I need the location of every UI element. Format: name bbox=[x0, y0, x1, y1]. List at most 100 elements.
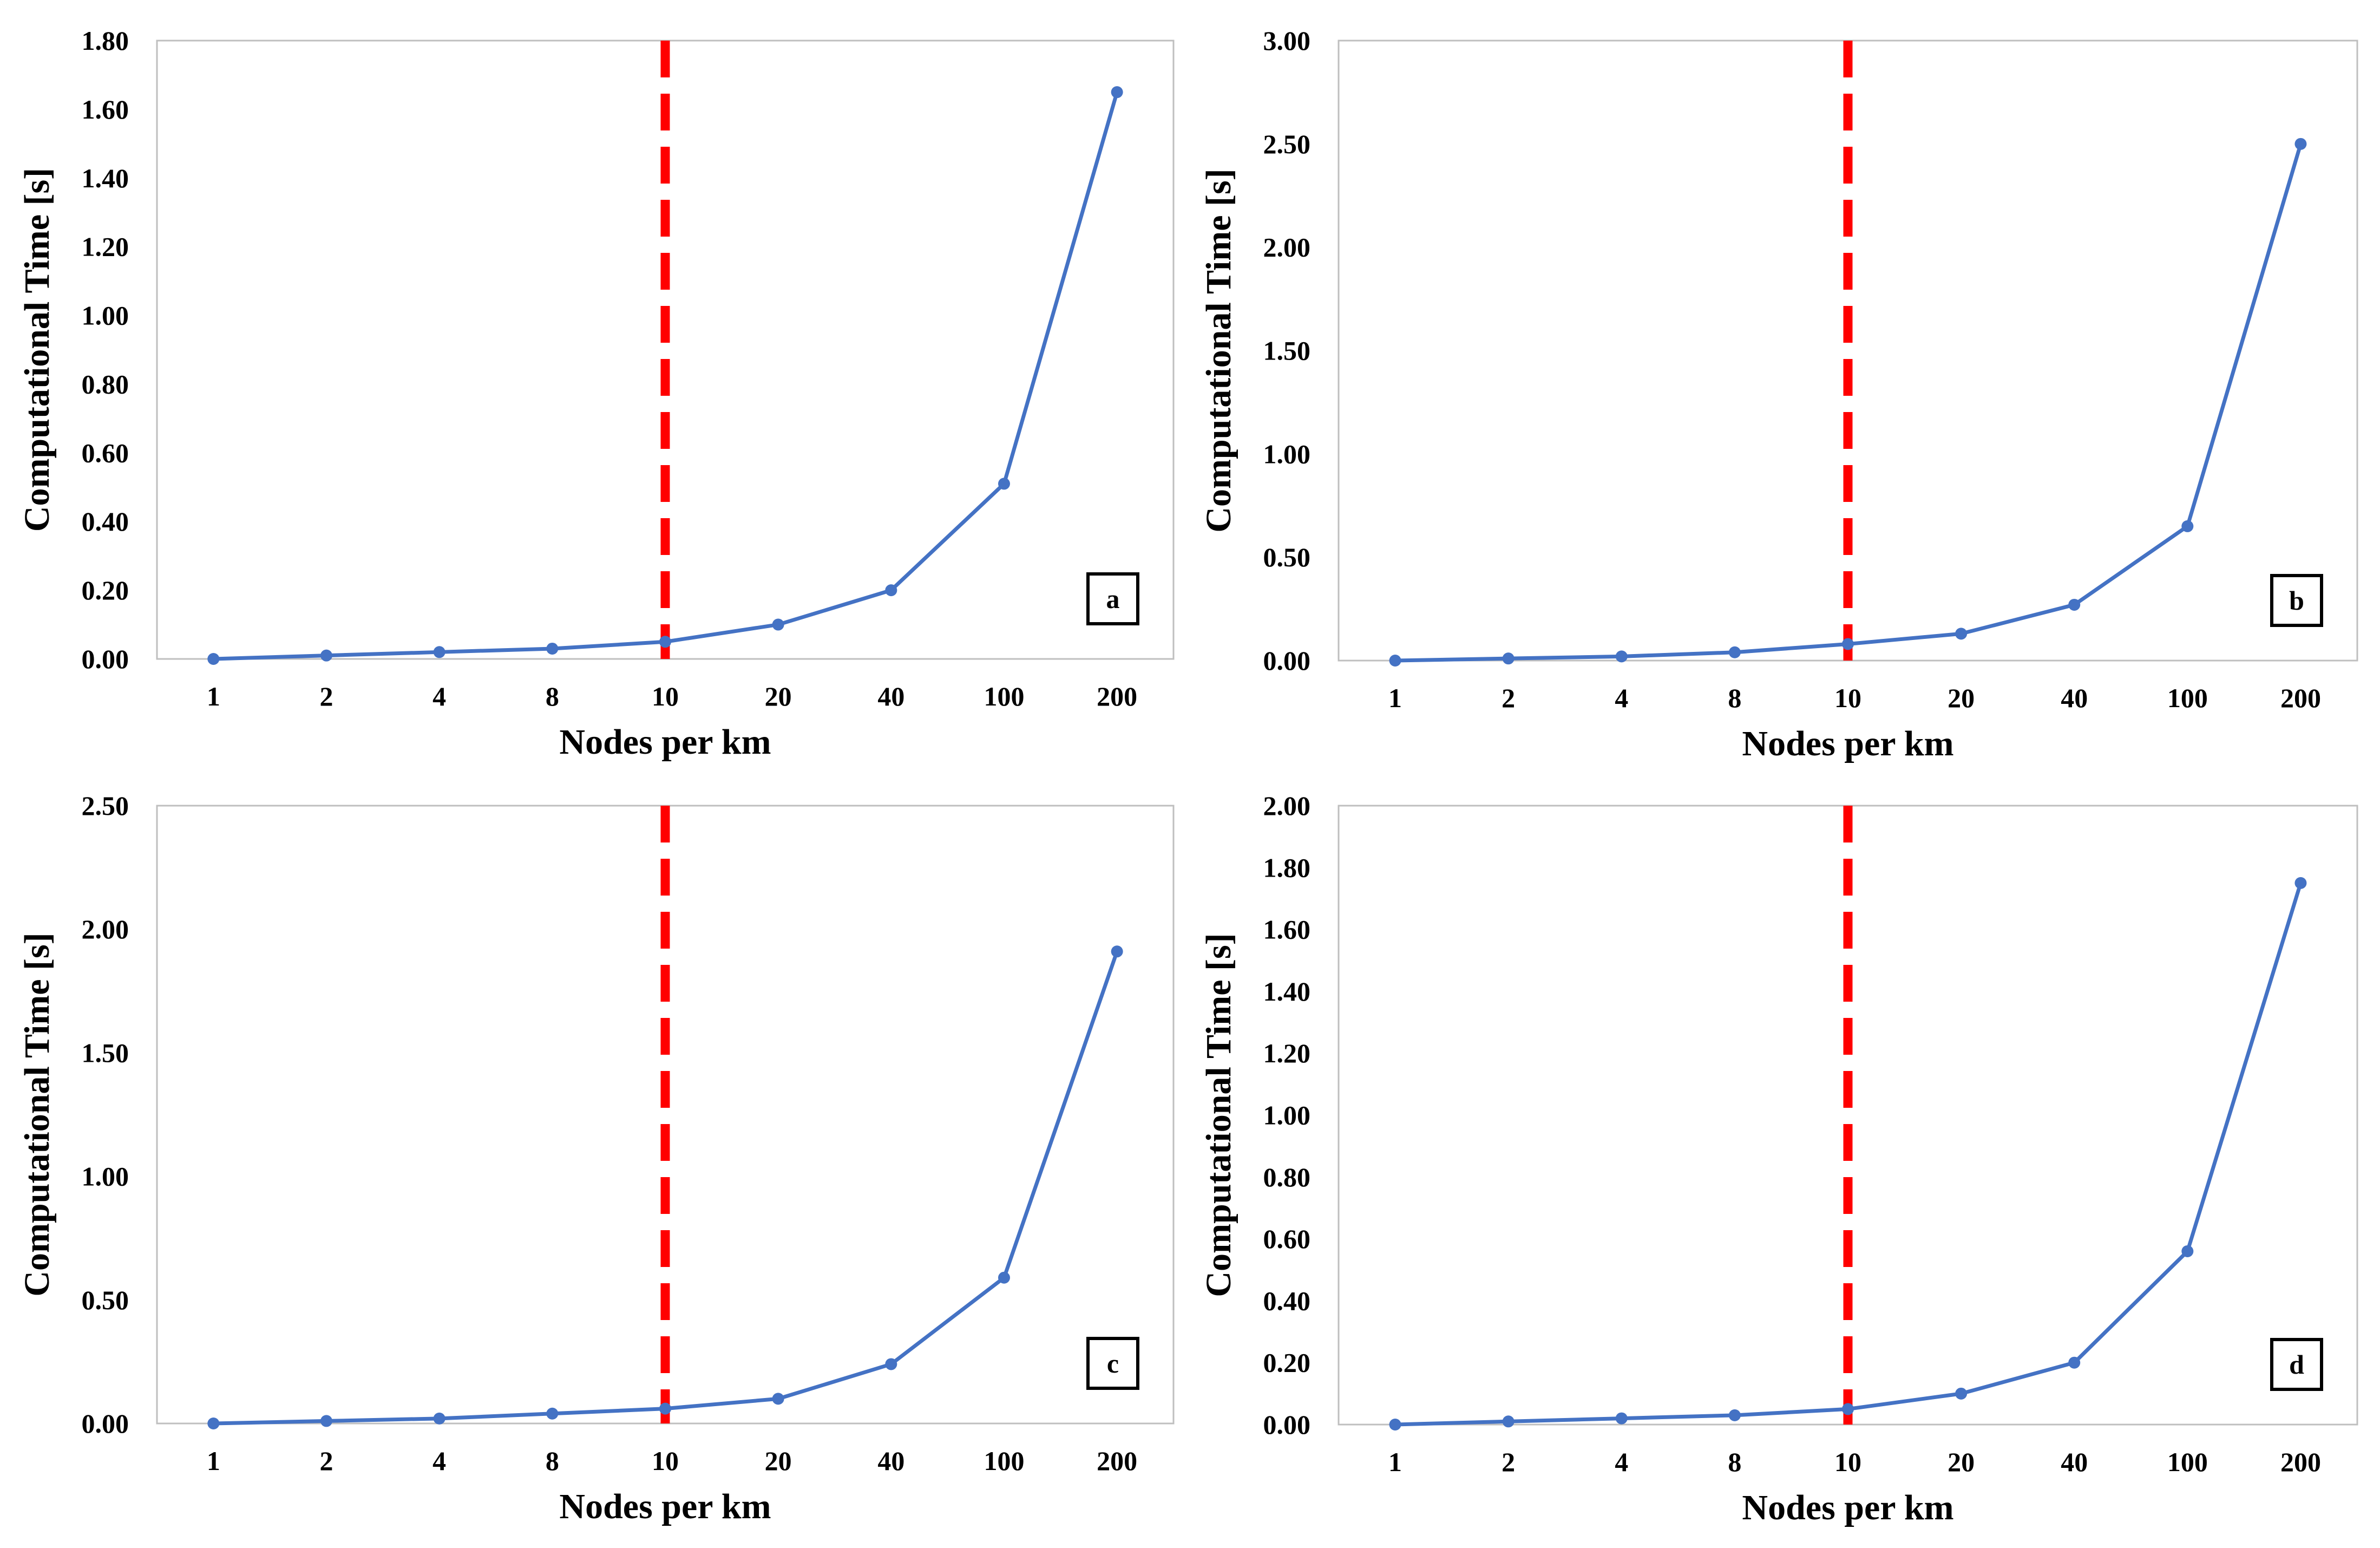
data-point bbox=[1842, 638, 1854, 650]
y-tick-label: 0.20 bbox=[1263, 1348, 1311, 1378]
y-tick-label: 0.50 bbox=[1263, 542, 1311, 572]
x-tick-label: 4 bbox=[432, 1446, 446, 1476]
panel-label: c bbox=[1107, 1348, 1119, 1379]
y-tick-label: 0.50 bbox=[82, 1285, 129, 1315]
plot-frame bbox=[1337, 40, 2358, 662]
x-tick-label: 40 bbox=[2061, 1447, 2088, 1477]
x-tick-label: 20 bbox=[765, 1446, 792, 1476]
data-point bbox=[885, 1358, 897, 1370]
y-tick-label: 2.50 bbox=[1263, 129, 1311, 159]
x-tick-label: 1 bbox=[1388, 683, 1402, 713]
y-tick-label: 1.60 bbox=[82, 94, 129, 125]
x-tick-label: 4 bbox=[1615, 1447, 1628, 1477]
data-point bbox=[207, 1418, 220, 1429]
y-tick-label: 0.80 bbox=[82, 369, 129, 399]
data-point bbox=[1728, 1409, 1741, 1421]
data-point bbox=[546, 1407, 559, 1420]
data-point bbox=[1502, 652, 1514, 665]
y-tick-label: 2.00 bbox=[1263, 791, 1311, 821]
y-tick-label: 1.80 bbox=[1263, 852, 1311, 883]
x-axis-title: Nodes per km bbox=[559, 1487, 771, 1526]
panel-label-box bbox=[1086, 572, 1139, 625]
data-point bbox=[2181, 520, 2194, 532]
plot-frame bbox=[156, 805, 1175, 1425]
y-tick-label: 1.20 bbox=[1263, 1038, 1311, 1068]
y-tick-label: 0.40 bbox=[1263, 1285, 1311, 1316]
x-tick-label: 8 bbox=[546, 681, 559, 711]
x-tick-label: 200 bbox=[1097, 1446, 1137, 1476]
panel-label: d bbox=[2289, 1349, 2304, 1380]
x-tick-label: 40 bbox=[2061, 683, 2088, 713]
x-tick-label: 10 bbox=[1834, 683, 1861, 713]
data-point bbox=[1502, 1415, 1514, 1428]
data-point bbox=[320, 1415, 332, 1427]
y-tick-label: 2.00 bbox=[82, 914, 129, 944]
x-tick-label: 4 bbox=[1615, 683, 1628, 713]
y-tick-label: 1.50 bbox=[1263, 336, 1311, 366]
data-point bbox=[1615, 1412, 1628, 1425]
x-tick-label: 20 bbox=[1948, 1447, 1975, 1477]
y-tick-label: 0.00 bbox=[82, 644, 129, 674]
y-tick-label: 1.80 bbox=[82, 25, 129, 56]
x-tick-label: 40 bbox=[877, 681, 904, 711]
plot-frame bbox=[156, 40, 1175, 660]
y-tick-label: 1.20 bbox=[82, 232, 129, 262]
data-point bbox=[1955, 628, 1968, 640]
x-tick-label: 100 bbox=[2167, 683, 2208, 713]
data-point bbox=[1111, 86, 1123, 99]
data-point bbox=[885, 584, 897, 597]
x-tick-label: 200 bbox=[2280, 1447, 2321, 1477]
y-tick-label: 1.50 bbox=[82, 1037, 129, 1068]
data-point bbox=[2068, 598, 2081, 611]
x-tick-label: 1 bbox=[1388, 1447, 1402, 1477]
x-tick-label: 10 bbox=[652, 681, 679, 711]
y-axis-title: Computational Time [s] bbox=[1199, 933, 1238, 1297]
data-point bbox=[433, 646, 445, 658]
y-tick-label: 0.80 bbox=[1263, 1162, 1311, 1192]
y-tick-label: 0.40 bbox=[82, 506, 129, 537]
x-tick-label: 8 bbox=[546, 1446, 559, 1476]
y-tick-label: 0.60 bbox=[1263, 1224, 1311, 1254]
x-tick-label: 100 bbox=[984, 1446, 1025, 1476]
y-axis-title: Computational Time [s] bbox=[17, 168, 57, 532]
x-axis-title: Nodes per km bbox=[1742, 724, 1953, 763]
y-tick-label: 2.00 bbox=[1263, 232, 1311, 263]
data-point bbox=[1955, 1387, 1968, 1400]
data-point bbox=[1615, 650, 1628, 663]
data-point bbox=[433, 1412, 445, 1425]
panel-label-box bbox=[2270, 574, 2323, 627]
x-tick-label: 10 bbox=[652, 1446, 679, 1476]
x-tick-label: 1 bbox=[207, 681, 220, 711]
x-tick-label: 20 bbox=[1948, 683, 1975, 713]
x-tick-label: 2 bbox=[1502, 683, 1515, 713]
x-tick-label: 100 bbox=[2167, 1447, 2208, 1477]
panel-label-box bbox=[1086, 1337, 1139, 1390]
x-tick-label: 1 bbox=[207, 1446, 220, 1476]
panel-label: a bbox=[1106, 584, 1120, 614]
panel-label: b bbox=[2289, 585, 2304, 616]
y-tick-label: 1.00 bbox=[1263, 439, 1311, 469]
data-point bbox=[320, 649, 332, 662]
chart-panel-c: 0.00 0.50 1.00 1.50 2.00 2.50 1 2 4 8 10 20 40 100 200… bbox=[17, 791, 1175, 1526]
y-tick-label: 0.20 bbox=[82, 575, 129, 605]
data-point bbox=[2181, 1245, 2194, 1257]
x-tick-label: 200 bbox=[1097, 681, 1137, 711]
y-tick-label: 1.00 bbox=[82, 1161, 129, 1192]
x-tick-label: 8 bbox=[1728, 1447, 1741, 1477]
data-point bbox=[772, 618, 784, 631]
data-point bbox=[207, 653, 220, 665]
x-tick-label: 2 bbox=[320, 1446, 333, 1476]
data-point bbox=[2294, 138, 2307, 150]
y-axis-title: Computational Time [s] bbox=[1199, 168, 1238, 532]
y-tick-label: 1.40 bbox=[82, 163, 129, 193]
data-point bbox=[1842, 1403, 1854, 1415]
y-tick-label: 1.60 bbox=[1263, 915, 1311, 945]
y-tick-label: 0.00 bbox=[1263, 645, 1311, 676]
chart-panel-d: 0.00 0.20 0.40 0.60 0.80 1.00 1.20 1.40 1.60 1.80… bbox=[1199, 791, 2358, 1527]
data-point bbox=[1389, 1419, 1401, 1431]
x-tick-label: 4 bbox=[432, 681, 446, 711]
y-tick-label: 0.00 bbox=[1263, 1409, 1311, 1440]
data-point bbox=[546, 642, 559, 655]
chart-panel-b: 0.00 0.50 1.00 1.50 2.00 2.50 3.00 1 2 4 8 10 20 40 10… bbox=[1199, 25, 2358, 763]
